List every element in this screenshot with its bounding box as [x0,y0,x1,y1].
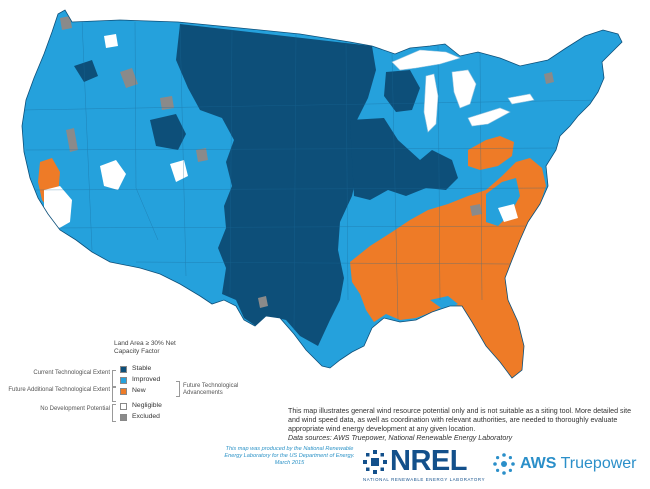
legend-group-none: No Development Potential [40,406,110,412]
negligible-great-basin [100,160,126,190]
excluded-colorado [196,148,208,162]
legend-group-future: Future Additional Technological Extent [8,387,110,393]
aws-truepower-logo: AWS Truepower [492,450,642,480]
lake-michigan [423,73,439,133]
legend-label-stable: Stable [132,365,152,372]
lake-erie [467,107,511,127]
data-sources-text: Data sources: AWS Truepower, National Re… [288,434,513,442]
stable-wa-patch [74,60,98,82]
legend-label-excluded: Excluded [132,413,160,420]
legend-label-negligible: Negligible [132,402,162,409]
new-appalachia-region [468,136,514,170]
legend-swatch-stable [120,366,127,373]
legend-swatch-excluded [120,414,127,421]
bracket-future [112,387,116,402]
stable-midwest-region [350,118,458,200]
excluded-adirondacks [544,72,554,84]
map-legend: Land Area ≥ 30% Net Capacity Factor Curr… [6,340,306,430]
lake-ontario [507,93,535,105]
production-credit: This map was produced by the National Re… [224,446,355,466]
bracket-future-advancements [176,381,180,397]
lake-huron [451,69,477,109]
disclaimer-text: This map illustrates general wind resour… [288,407,632,433]
negligible-carolina [498,204,518,222]
aws-wordmark: AWS Truepower [520,455,637,473]
nrel-logo: NREL NATIONAL RENEWABLE ENERGY LABORATOR… [362,445,486,483]
nrel-sun-icon [363,450,387,474]
lake-superior [391,49,461,71]
legend-heading: Land Area ≥ 30% Net Capacity Factor [114,340,176,355]
excluded-texas-park [258,296,268,308]
stable-wyoming-patch [150,114,186,150]
excluded-smokies [470,204,482,216]
excluded-yellowstone [160,96,174,110]
truepower-word: Truepower [560,455,637,472]
legend-label-new: New [132,387,146,394]
legend-swatch-improved [120,377,127,384]
improved-appalachian-band [486,178,520,226]
legend-swatch-negligible [120,403,127,410]
excluded-idaho [120,68,138,88]
future-advancements-label: Future Technological Advancements [183,383,239,396]
negligible-northwest [104,34,118,48]
bracket-none [112,404,116,422]
state-boundaries [23,19,601,331]
legend-swatch-new [120,388,127,395]
legend-group-current: Current Technological Extent [33,370,110,376]
legend-label-improved: Improved [132,376,161,383]
nrel-subtitle: NATIONAL RENEWABLE ENERGY LABORATORY [363,477,486,482]
aws-burst-icon [493,453,515,475]
map-regions [23,16,601,378]
bracket-current [112,370,116,387]
aws-word: AWS [520,455,557,472]
nrel-wordmark: NREL [390,445,467,477]
great-lakes [391,49,535,133]
stable-plains-region [176,24,376,346]
excluded-sierra [66,128,78,152]
excluded-olympic [60,16,72,30]
